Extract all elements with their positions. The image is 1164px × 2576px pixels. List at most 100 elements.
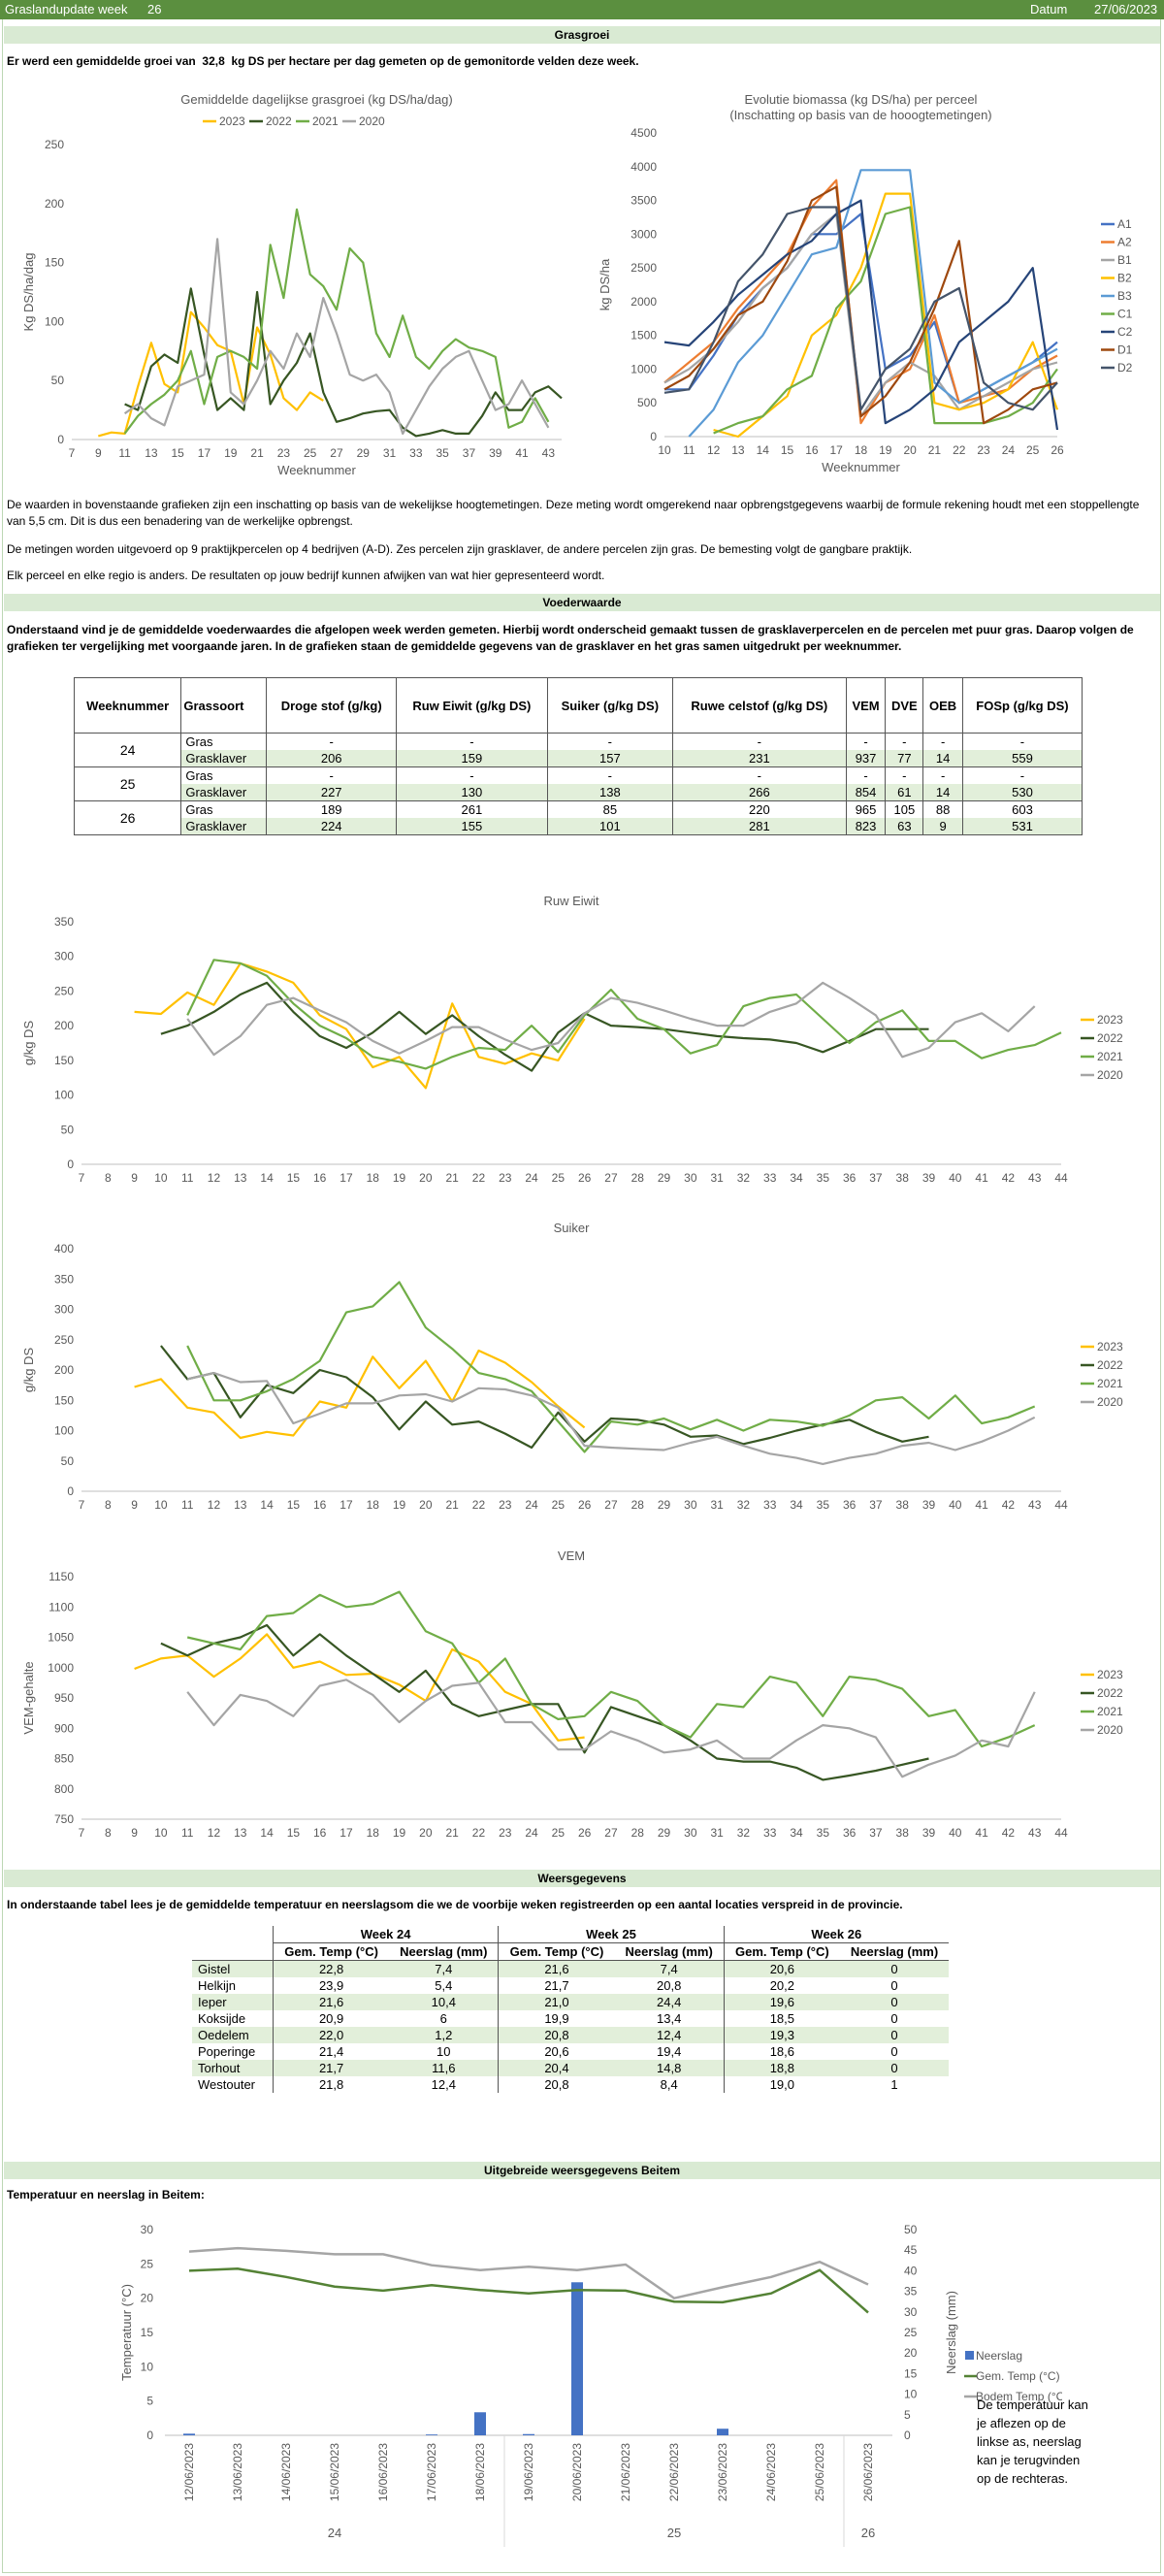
value-cell: -	[922, 766, 963, 784]
feed-table-header: DVE	[885, 677, 924, 734]
x-tick-label: 32	[737, 1826, 751, 1840]
y-tick-label: 150	[54, 1393, 74, 1407]
x-tick-label: 40	[949, 1826, 962, 1840]
precipitation-bar	[571, 2282, 583, 2435]
value-cell: 5,4	[435, 1978, 453, 1993]
x-tick-label: 41	[975, 1171, 988, 1185]
precipitation-bar	[183, 2433, 195, 2435]
x-tick-label: 19	[393, 1498, 406, 1512]
x-tick-label: 31	[710, 1498, 724, 1512]
x-tick-label: 44	[1054, 1171, 1068, 1185]
x-tick-label: 32	[737, 1498, 751, 1512]
voeder-intro: Onderstaand vind je de gemiddelde voeder…	[7, 623, 1134, 653]
y-tick-label: 3500	[630, 194, 657, 208]
x-tick-label: 25	[552, 1498, 566, 1512]
series-line-2021	[186, 1281, 1036, 1453]
y-tick-label: 300	[54, 950, 74, 963]
series-line-2020	[186, 1679, 1036, 1778]
x-tick-label: 22	[472, 1826, 486, 1840]
x-tick-label: 28	[631, 1826, 645, 1840]
x-tick-label: 42	[1002, 1171, 1016, 1185]
x-tick-label: 43	[1028, 1171, 1042, 1185]
y-axis-title: g/kg DS	[21, 1021, 36, 1066]
y-tick-label: 5	[146, 2395, 153, 2408]
value-cell: 14,8	[614, 2060, 725, 2076]
value-cell: 22,8	[272, 1960, 390, 1977]
value-cell: 1	[890, 2077, 898, 2092]
series-line-bodem-temp-c-	[188, 2246, 869, 2300]
value-cell: 21,7	[272, 2060, 390, 2076]
value-cell: 6	[439, 2011, 447, 2026]
x-tick-label: 10	[658, 443, 671, 457]
series-line-d2	[663, 206, 1058, 411]
x-tick-label: 18	[367, 1498, 380, 1512]
note-1: De waarden in bovenstaande grafieken zij…	[7, 498, 1140, 528]
x-tick-label: 13	[234, 1498, 247, 1512]
location-cell: Torhout	[192, 2060, 274, 2076]
week-cell: 26	[73, 800, 182, 835]
value-cell: 20,8	[498, 2027, 615, 2043]
table-row: 25 Gras - - - - - - - -	[73, 766, 1083, 801]
x-tick-label: 24	[525, 1171, 538, 1185]
value-cell: 206	[266, 750, 397, 767]
note-3: Elk perceel en elke regio is anders. De …	[7, 569, 605, 582]
series-line-2021	[186, 1590, 1036, 1748]
series-line-2023	[98, 310, 324, 438]
series-line-gem-temp-c-	[188, 2267, 869, 2314]
location-cell: Ieper	[192, 1994, 274, 2010]
x-tick-label: 9	[131, 1826, 138, 1840]
x-tick-label: 37	[869, 1498, 883, 1512]
x-tick-label: 27	[604, 1498, 618, 1512]
x-tick-label: 22	[472, 1171, 486, 1185]
y-tick-label: 800	[54, 1782, 74, 1796]
suiker-chart: Suiker 0 50 100 150 200 250 300 350 400 7 8 9 10 11 12 1…	[21, 1221, 1123, 1512]
x-tick-label: 38	[896, 1171, 910, 1185]
y-tick-label: 1150	[48, 1570, 74, 1583]
series-line-a1	[664, 212, 1058, 405]
value-cell: -	[671, 766, 847, 784]
x-tick-label: 20/06/2023	[570, 2443, 584, 2501]
legend-label: A2	[1117, 236, 1132, 249]
grass-type-cell: Gras	[180, 766, 268, 784]
value-cell: 21,7	[498, 1977, 615, 1994]
x-tick-label: 30	[684, 1171, 697, 1185]
x-tick-label: 43	[1028, 1498, 1042, 1512]
beitem-title: Temperatuur en neerslag in Beitem:	[7, 2188, 205, 2201]
x-tick-label: 10	[154, 1498, 168, 1512]
x-tick-label: 9	[95, 446, 102, 460]
x-tick-label: 29	[658, 1498, 671, 1512]
x-tick-label: 34	[790, 1498, 803, 1512]
x-tick-label: 30	[684, 1826, 697, 1840]
x-tick-label: 24	[525, 1498, 538, 1512]
legend-label: 2020	[1097, 1395, 1123, 1409]
x-tick-label: 15/06/2023	[328, 2443, 341, 2501]
value-cell: 14	[922, 784, 963, 801]
value-cell: 155	[396, 818, 548, 835]
table-row: Grasklaver 227 130 138 266 854 61 14 530	[74, 784, 1083, 801]
y-tick-label: 500	[637, 396, 657, 409]
value-cell: 88	[922, 800, 963, 818]
x-tick-label: 23	[499, 1171, 512, 1185]
x-tick-label: 23	[277, 446, 291, 460]
x-tick-label: 17	[830, 443, 844, 457]
x-tick-label: 8	[105, 1826, 112, 1840]
y-tick-label: 250	[54, 1333, 74, 1347]
series-line-a2	[663, 179, 1058, 425]
value-cell: 21,4	[272, 2043, 390, 2060]
x-tick-label: 15	[287, 1498, 301, 1512]
x-tick-label: 7	[79, 1171, 85, 1185]
week-header: Week 26	[723, 1926, 949, 1943]
legend-label: B2	[1117, 272, 1132, 285]
sub-header: Neerslag (mm)	[625, 1944, 713, 1959]
legend-label: 2023	[1097, 1668, 1123, 1681]
table-row: Poperinge 21,4 10 20,6 19,4 18,6 0	[192, 2043, 949, 2060]
x-tick-label: 25	[552, 1171, 566, 1185]
table-row: 26 Gras 189 261 85 220 965 105 88 603	[73, 800, 1083, 835]
precipitation-bar	[474, 2412, 486, 2435]
report-date: 27/06/2023	[1094, 2, 1158, 16]
x-tick-label: 34	[790, 1826, 803, 1840]
value-cell: 559	[961, 750, 1083, 767]
x-tick-label: 26	[1051, 443, 1064, 457]
location-cell: Gistel	[192, 1960, 274, 1977]
y-tick-label: 1500	[630, 329, 657, 342]
